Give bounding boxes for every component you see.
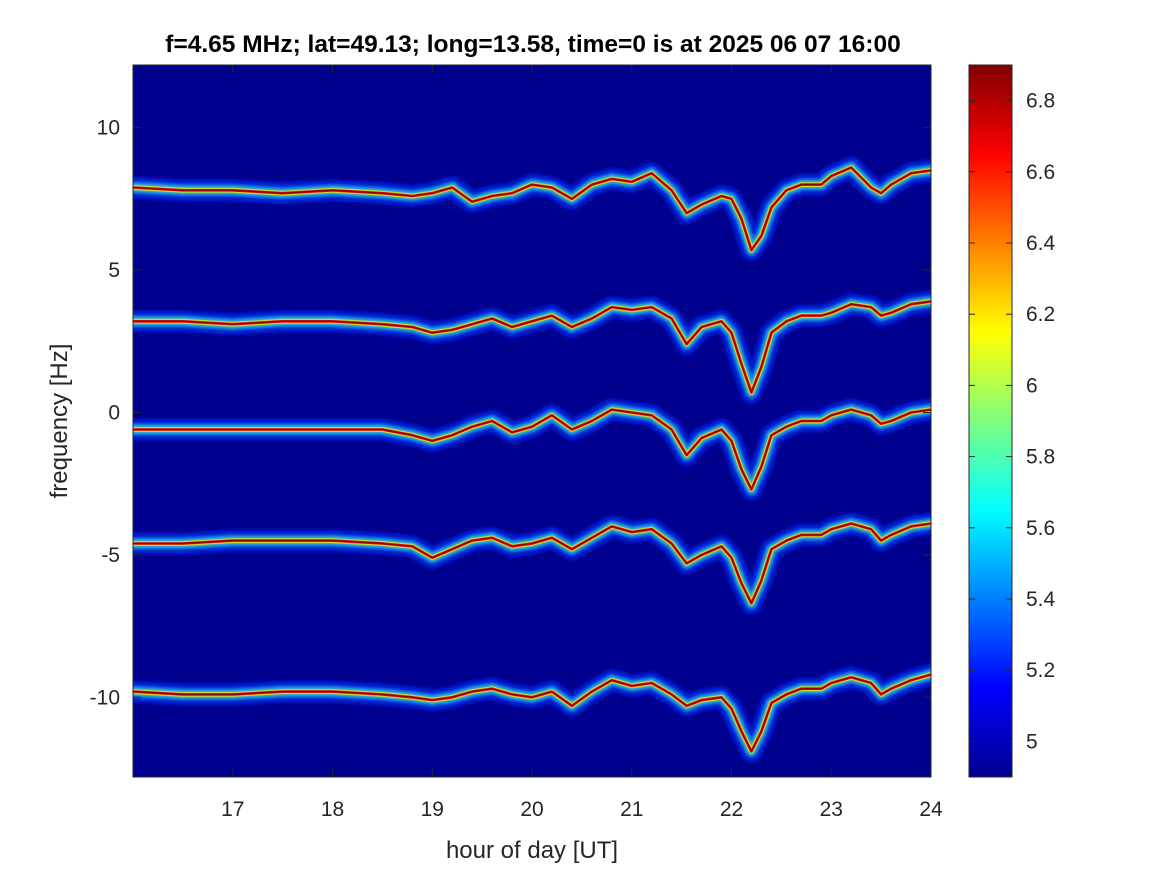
colorbar (968, 64, 1013, 778)
colorbar-tick-label: 5.2 (1026, 659, 1055, 682)
colorbar-tick-label: 6 (1026, 374, 1038, 397)
x-tick-label: 24 (919, 798, 943, 821)
y-tick-label: 0 (108, 401, 120, 424)
trace-3-layer-6 (133, 409, 931, 490)
colorbar-tick-label: 5.8 (1026, 446, 1055, 469)
colorbar-tick-label: 5 (1026, 730, 1038, 753)
y-tick-label: 10 (97, 117, 120, 140)
x-tick-label: 19 (421, 798, 444, 821)
x-tick-label: 22 (720, 798, 743, 821)
x-tick-label: 23 (820, 798, 843, 821)
colorbar-tick-label: 6.8 (1026, 90, 1055, 113)
colorbar-tick-label: 5.4 (1026, 588, 1056, 611)
colorbar-ticks: 6.8 6.6 6.4 6.2 6 5.8 5.6 5.4 5.2 5 (969, 90, 1056, 753)
chart-title: f=4.65 MHz; lat=49.13; long=13.58, time=… (165, 31, 900, 58)
x-tick-label: 17 (221, 798, 244, 821)
trace-1-layer-6 (133, 166, 931, 251)
x-tick-label: 18 (321, 798, 344, 821)
spectral-traces (133, 156, 931, 763)
y-tick-label: 5 (108, 259, 120, 282)
y-axis-label: frequency [Hz] (46, 344, 73, 499)
colorbar-tick-label: 6.4 (1026, 232, 1056, 255)
colorbar-tick-label: 6.6 (1026, 161, 1055, 184)
x-axis-ticks: 17 18 19 20 21 22 23 24 (221, 65, 943, 821)
trace-2-layer-6 (133, 300, 931, 394)
y-tick-label: -5 (101, 544, 120, 567)
x-tick-label: 20 (520, 798, 543, 821)
y-tick-label: -10 (90, 686, 120, 709)
x-axis-label: hour of day [UT] (446, 837, 618, 864)
x-tick-label: 21 (620, 798, 643, 821)
y-axis-ticks: 10 5 0 -5 -10 (90, 117, 931, 709)
colorbar-tick-label: 6.2 (1026, 303, 1055, 326)
trace-5-layer-6 (133, 673, 931, 752)
trace-4-layer-6 (133, 522, 931, 604)
colorbar-tick-label: 5.6 (1026, 517, 1055, 540)
